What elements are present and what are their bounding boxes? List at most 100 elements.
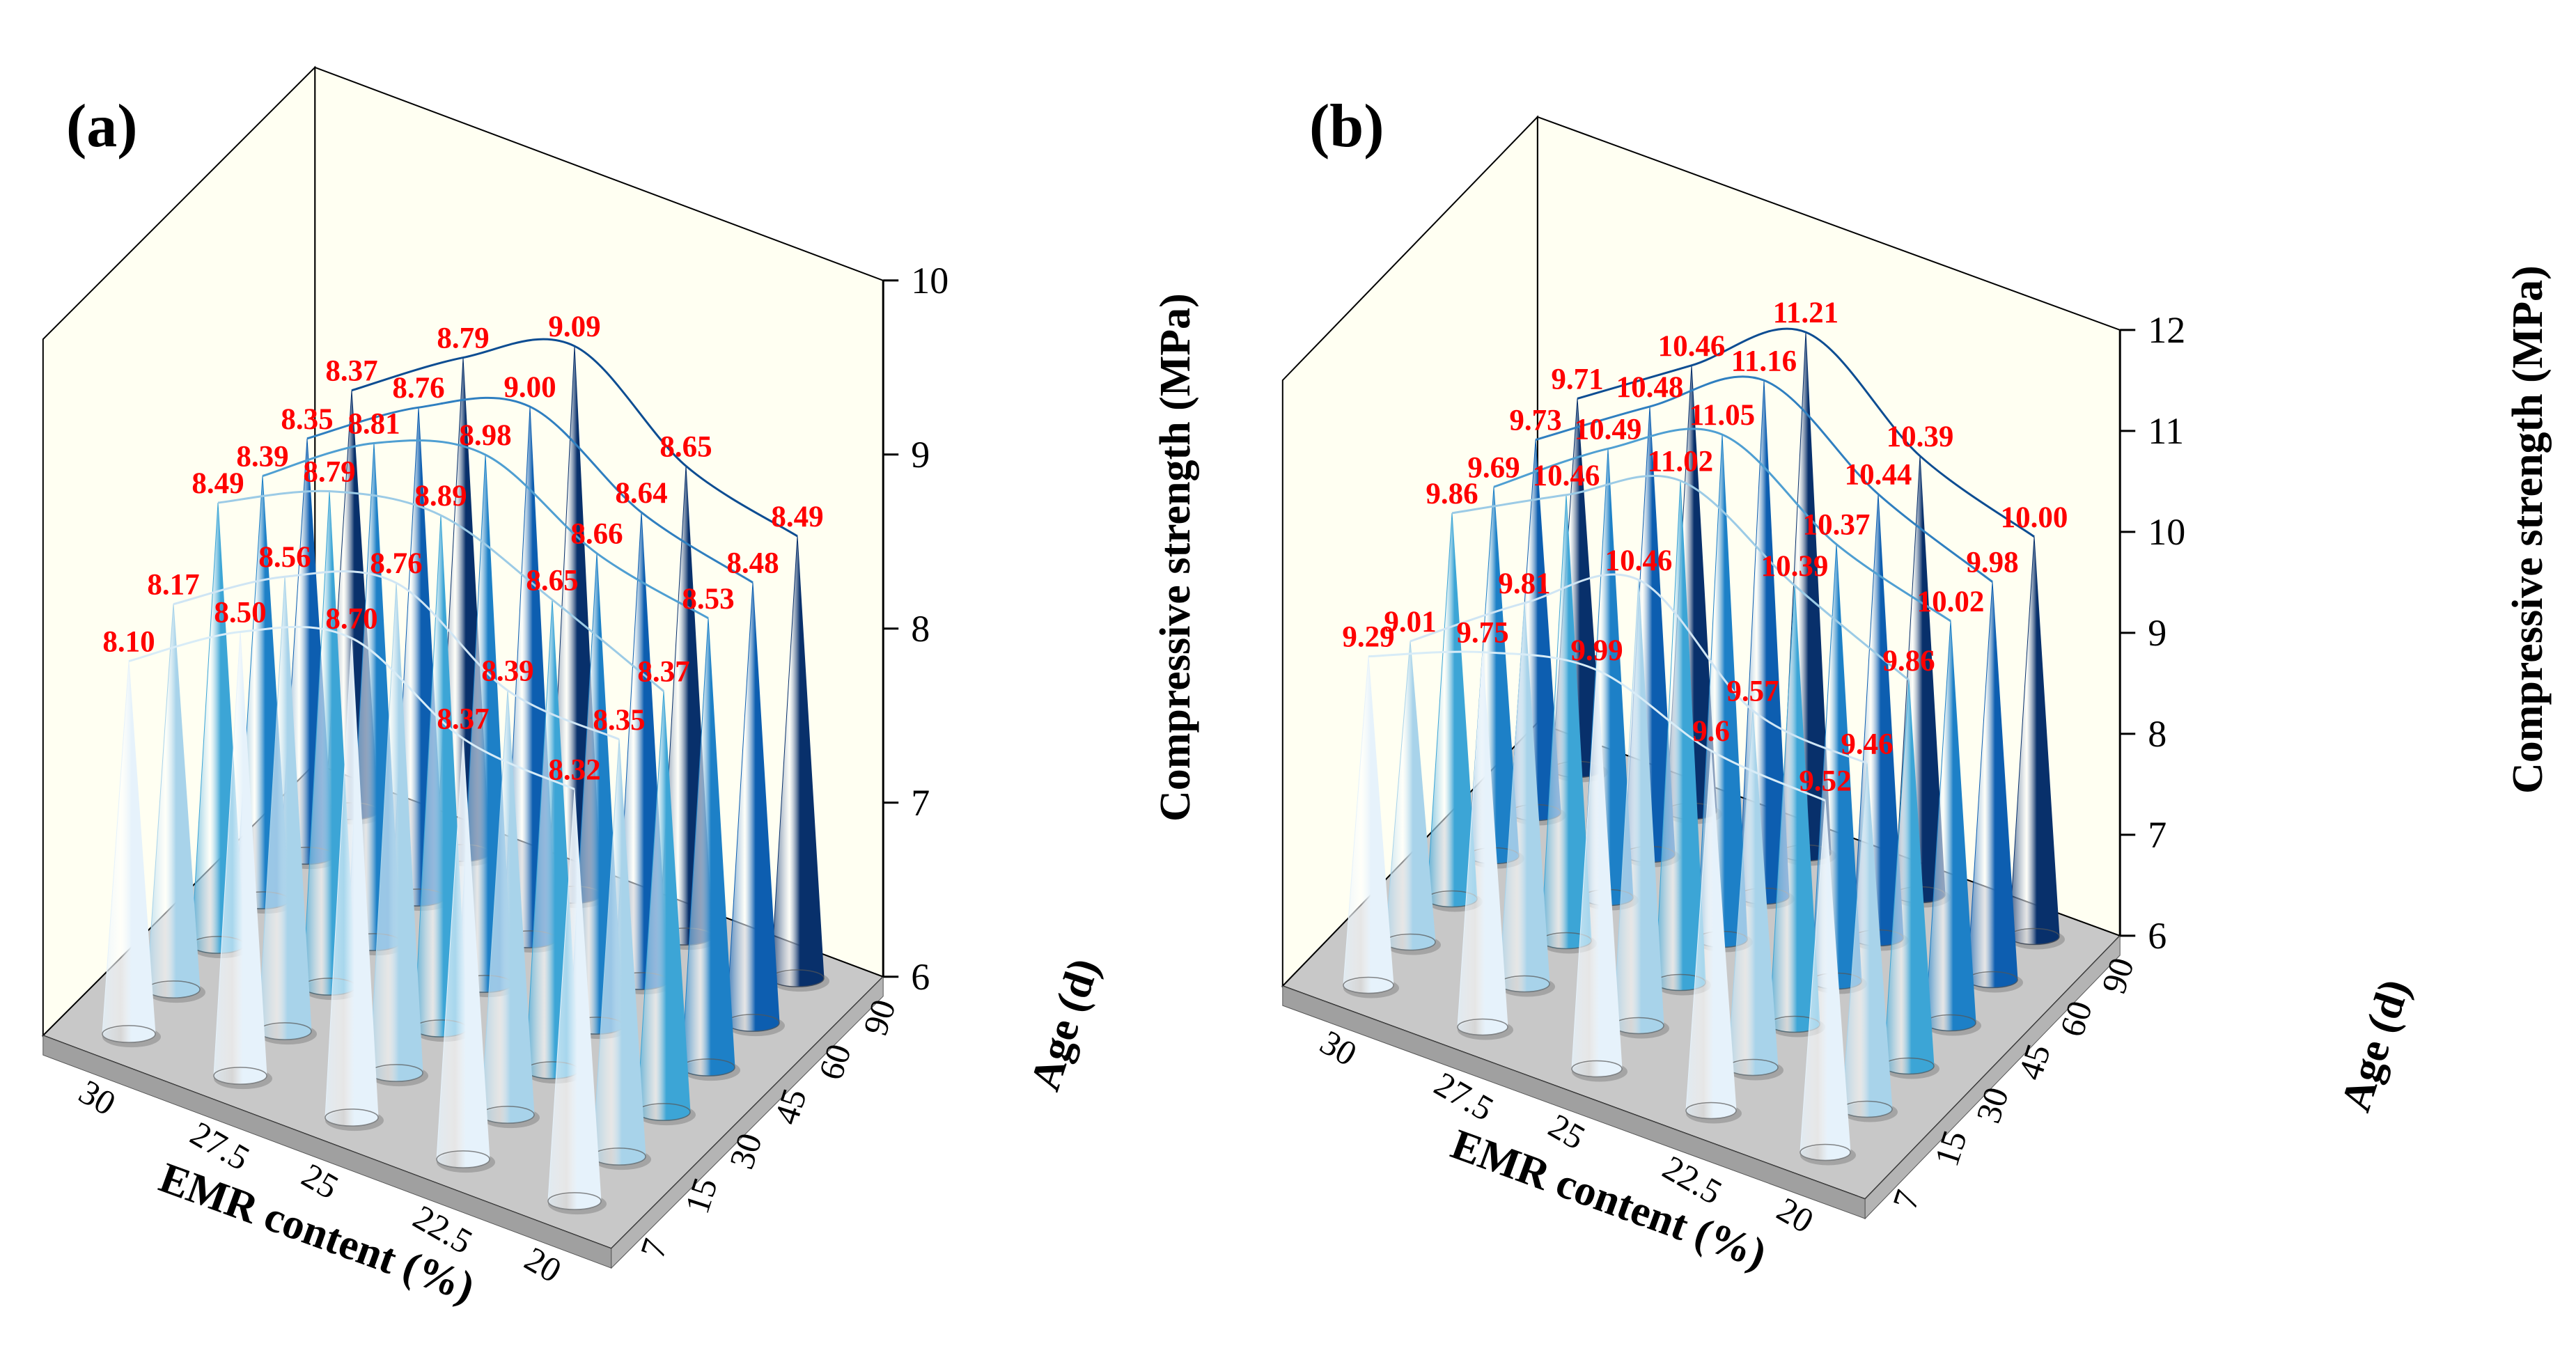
panel-b-cone bbox=[1841, 763, 1898, 1122]
panel-a-z-tick-label: 8 bbox=[911, 608, 930, 650]
panel-b-data-label: 9.71 bbox=[1551, 363, 1603, 395]
panel-a-data-label: 8.50 bbox=[214, 597, 266, 629]
panel-a-z-ticks: 6 7 8 9 10 bbox=[882, 260, 949, 998]
panel-a-floor-edge-side bbox=[611, 976, 884, 1269]
panel-a-series-curve bbox=[306, 396, 754, 583]
panel-b-series-curve bbox=[1368, 650, 1826, 802]
panel-a-data-label: 8.79 bbox=[437, 322, 489, 355]
panel-b-cone bbox=[1457, 652, 1513, 1040]
panel-b-data-label: 9.46 bbox=[1841, 728, 1893, 760]
panel-a-y-axis-title: Age (d) bbox=[1022, 953, 1109, 1096]
panel-a-z-tick-label: 9 bbox=[911, 434, 930, 476]
panel-b-series-curve bbox=[1535, 375, 1993, 583]
panel-b-z-tick-label: 11 bbox=[2148, 410, 2184, 452]
panel-b-z-tick-label: 9 bbox=[2148, 612, 2167, 654]
panel-b-cone bbox=[1685, 751, 1742, 1124]
panel-a-cone-base bbox=[547, 1192, 602, 1210]
panel-a-z-axis-title: Compressive strength (MPa) bbox=[1152, 293, 1199, 822]
panel-a-cone bbox=[481, 690, 540, 1129]
panel-b-z-tick-label: 7 bbox=[2148, 814, 2167, 856]
panel-b-data-label: 10.48 bbox=[1616, 371, 1684, 404]
panel-a-cone bbox=[213, 632, 272, 1090]
panel-b-data-label: 11.02 bbox=[1648, 445, 1713, 478]
panel-a-cones bbox=[102, 346, 829, 1215]
panel-b-data-label: 10.02 bbox=[1917, 586, 1985, 618]
panel-b-data-label: 10.39 bbox=[1887, 421, 1954, 453]
panel-a-data-label: 8.48 bbox=[726, 547, 779, 580]
panel-b-curves bbox=[1368, 327, 2035, 802]
panel-a-data-label: 8.76 bbox=[392, 372, 444, 405]
panel-a-cone bbox=[436, 738, 495, 1173]
panel-a-cone bbox=[726, 582, 785, 1037]
panel-a-data-label: 8.35 bbox=[593, 704, 645, 737]
panel-b-z-tick-label: 6 bbox=[2148, 915, 2167, 957]
panel-a-data-label: 8.65 bbox=[526, 564, 578, 597]
panel-a-data-label: 8.89 bbox=[414, 480, 467, 512]
panel-b-floor-edge-side bbox=[1864, 934, 2121, 1220]
panel-a-data-label: 8.35 bbox=[281, 403, 333, 436]
panel-a-series-curve bbox=[351, 338, 798, 538]
panel-b-data-label: 10.46 bbox=[1533, 460, 1600, 492]
panel-b-z-ticks: 6 7 8 9 10 11 12 bbox=[2118, 309, 2185, 957]
panel-b-cone bbox=[1571, 670, 1627, 1082]
panel-b-data-label: 9.6 bbox=[1692, 715, 1730, 748]
panel-b-z-axis-title: Compressive strength (MPa) bbox=[2504, 265, 2552, 794]
panel-b-label: (b) bbox=[1309, 93, 1384, 160]
panel-a-data-label: 8.39 bbox=[481, 655, 533, 688]
panel-b-data-label: 11.16 bbox=[1731, 345, 1797, 377]
panel-b-data-label: 9.29 bbox=[1342, 621, 1394, 654]
panel-a-z-tick-label: 7 bbox=[911, 782, 930, 824]
panel-a-data-label: 8.32 bbox=[548, 753, 600, 786]
panel-b-y-axis-title: Age (d) bbox=[2332, 973, 2419, 1117]
panel-b-cone bbox=[1343, 656, 1399, 998]
panel-a-data-label: 8.56 bbox=[258, 541, 311, 574]
panel-b-data-label: 10.49 bbox=[1575, 413, 1642, 446]
panel-a-data-label: 8.98 bbox=[459, 419, 511, 452]
panel-b-data-label: 9.86 bbox=[1426, 478, 1478, 510]
panel-b-data-label: 9.57 bbox=[1726, 675, 1779, 708]
panel-b-cone-base bbox=[1571, 1060, 1623, 1078]
panel-a-data-label: 8.49 bbox=[771, 501, 823, 533]
panel-a-cone bbox=[102, 661, 161, 1048]
panel-b-data-label: 9.73 bbox=[1509, 405, 1561, 437]
panel-b-series-curve bbox=[1410, 573, 1868, 765]
panel-a-series-curve bbox=[173, 570, 620, 741]
panel-a-curves bbox=[128, 338, 798, 790]
panel-b-cone bbox=[1613, 579, 1669, 1039]
panel-b-cone bbox=[1800, 800, 1856, 1166]
panel-b-series-curve bbox=[1493, 428, 1951, 622]
panel-b-data-label: 9.75 bbox=[1456, 617, 1508, 650]
panel-a-cone-base bbox=[102, 1025, 156, 1043]
panel-b-cone bbox=[1925, 620, 1981, 1036]
panel-b-data-label: 10.00 bbox=[2001, 501, 2068, 534]
panel-b-cone-base bbox=[1685, 1102, 1737, 1120]
panel-b-z-tick-label: 12 bbox=[2148, 309, 2185, 351]
panel-b-data-label: 9.01 bbox=[1384, 606, 1436, 639]
panel-b-data-label: 10.46 bbox=[1605, 545, 1673, 577]
panel-a-data-label: 8.64 bbox=[615, 477, 667, 510]
panel-b-y-tick-label: 7 bbox=[1884, 1185, 1927, 1214]
panel-a-data-label: 8.49 bbox=[192, 467, 244, 500]
panel-b-z-tick-label: 10 bbox=[2148, 511, 2185, 553]
panel-b-data-label: 10.39 bbox=[1761, 550, 1829, 583]
panel-b-cones bbox=[1343, 332, 2065, 1166]
panel-a-label: (a) bbox=[66, 93, 138, 160]
panel-b-data-label: 9.99 bbox=[1570, 634, 1623, 667]
panel-a-series-curve bbox=[128, 625, 575, 790]
panel-b-data-label: 10.46 bbox=[1658, 330, 1726, 363]
panel-a-data-label: 8.39 bbox=[236, 441, 288, 473]
panel-b-series-curve bbox=[1577, 327, 2035, 538]
panel-b-cone-base bbox=[1457, 1018, 1508, 1036]
panel-a-data-label: 8.17 bbox=[147, 569, 199, 602]
panel-b-cone bbox=[1499, 603, 1555, 997]
panel-a-series-curve bbox=[262, 439, 709, 620]
panel-a-data-label: 8.66 bbox=[570, 518, 623, 551]
panel-b-data-labels: 9.29 9.75 9.99 9.6 9.52 9.01 9.81 10.46 9.57 9.46… bbox=[1342, 297, 2068, 798]
panel-b-series-curve bbox=[1451, 474, 1910, 682]
panel-a-data-label: 8.65 bbox=[659, 430, 712, 463]
panel-b-data-label: 11.05 bbox=[1689, 399, 1755, 432]
panel-b-data-label: 11.21 bbox=[1773, 297, 1839, 329]
